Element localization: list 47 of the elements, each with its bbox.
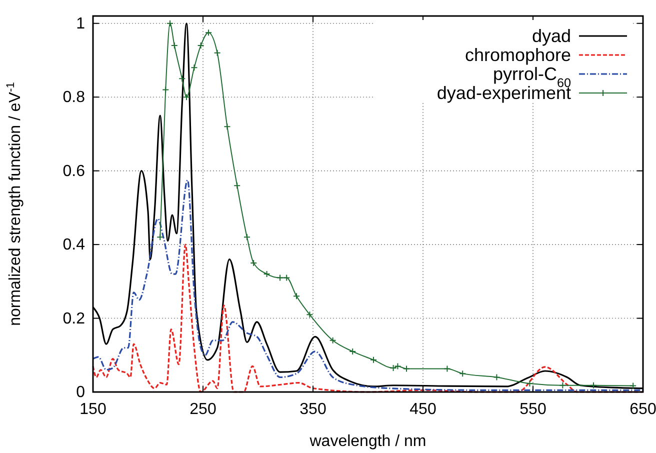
point [183, 94, 190, 101]
point [166, 20, 174, 27]
legend-label: dyad [532, 26, 571, 46]
point [394, 362, 402, 370]
y-tick-label: 0 [76, 384, 86, 401]
point [293, 292, 300, 300]
legend-label: chromophore [464, 45, 571, 65]
point [244, 234, 250, 241]
x-tick-label: 450 [410, 401, 436, 418]
line-series [92, 244, 644, 393]
x-tick-label: 150 [80, 401, 106, 418]
point [205, 29, 212, 36]
point [444, 365, 451, 372]
x-tick-label: 250 [190, 401, 216, 418]
point [178, 75, 186, 82]
point [493, 374, 500, 381]
point [190, 64, 198, 72]
point [349, 348, 356, 355]
point [197, 42, 204, 49]
point [162, 86, 170, 94]
line-series [92, 179, 644, 391]
point [559, 382, 566, 389]
point [590, 382, 597, 389]
point [329, 336, 336, 344]
x-tick-label: 650 [630, 401, 656, 418]
x-tick-label: 550 [520, 401, 546, 418]
point [390, 364, 397, 372]
y-tick-label: 0.2 [62, 310, 86, 328]
point [170, 42, 178, 49]
point [276, 274, 284, 282]
point [214, 49, 221, 56]
y-tick-label: 1 [76, 15, 86, 32]
point [370, 356, 377, 364]
point [306, 311, 314, 318]
point [224, 123, 231, 130]
x-tick-label: 350 [300, 401, 326, 418]
point [234, 182, 241, 190]
point [283, 274, 290, 282]
point [250, 259, 258, 266]
point [526, 380, 534, 388]
y-tick-label: 0.4 [62, 236, 86, 254]
y-tick-label: 0.6 [62, 162, 86, 180]
y-tick-label: 0.8 [62, 89, 86, 106]
point [459, 370, 466, 378]
point [263, 270, 270, 278]
x-axis-title: wavelength / nm [308, 433, 426, 450]
point [403, 365, 410, 372]
